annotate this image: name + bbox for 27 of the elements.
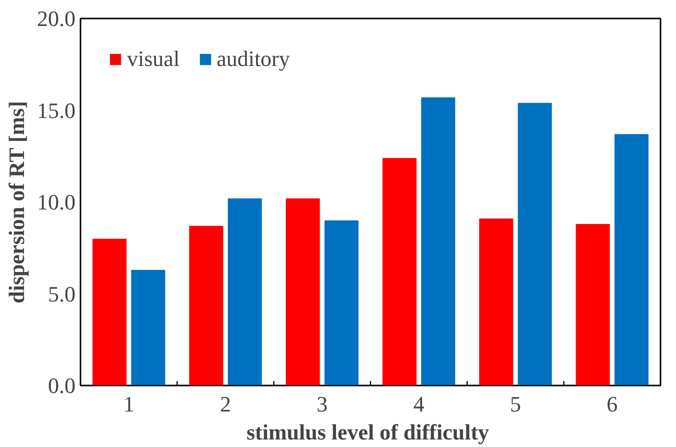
bar — [131, 270, 166, 386]
y-axis-title: dispersion of RT [ms] — [4, 101, 29, 304]
x-tick-label: 6 — [606, 392, 618, 416]
bar — [421, 97, 456, 386]
y-tick-label: 15.0 — [37, 98, 76, 123]
y-tick-label: 5.0 — [48, 281, 76, 306]
bar — [228, 198, 262, 386]
x-tick-label: 1 — [123, 392, 134, 416]
bar — [189, 226, 224, 386]
legend-label: auditory — [216, 46, 290, 72]
bar — [382, 158, 417, 386]
x-tick-label: 5 — [510, 392, 521, 416]
x-tick-label: 4 — [413, 392, 424, 416]
bar — [518, 102, 552, 386]
bar — [614, 134, 649, 386]
y-tick-label: 0.0 — [48, 373, 76, 398]
y-tick-label: 10.0 — [37, 190, 76, 214]
y-tick-label: 20.0 — [37, 6, 76, 31]
bar — [324, 220, 359, 386]
bar — [286, 198, 320, 386]
x-tick-label: 2 — [220, 392, 231, 416]
bar — [92, 238, 127, 386]
x-axis-title: stimulus level of difficulty — [246, 420, 490, 444]
bar — [479, 218, 514, 386]
x-tick-label: 3 — [316, 392, 328, 416]
bar — [576, 224, 610, 386]
legend-label: visual — [127, 46, 180, 72]
